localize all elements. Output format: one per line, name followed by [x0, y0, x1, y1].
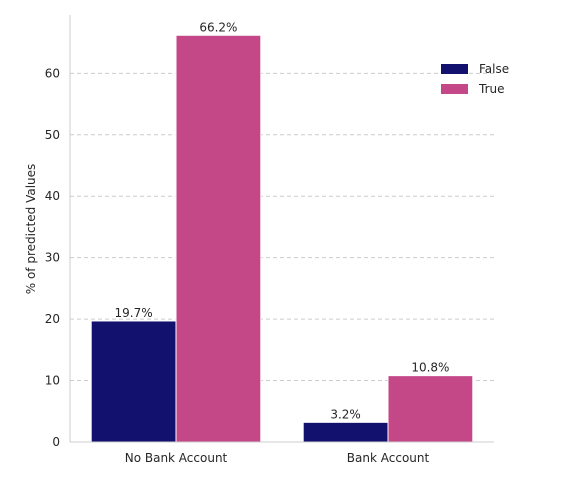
x-tick-labels: No Bank Account Bank Account — [125, 451, 430, 465]
data-label: 10.8% — [411, 361, 449, 375]
legend: False True — [441, 62, 509, 96]
bars — [90, 34, 474, 443]
data-label: 3.2% — [330, 407, 361, 421]
bar-false-1 — [302, 421, 389, 443]
data-label: 19.7% — [115, 306, 153, 320]
y-tick-label: 40 — [45, 189, 60, 203]
bar-false-0 — [90, 320, 177, 443]
y-tick-label: 50 — [45, 128, 60, 142]
y-axis-title: % of predicted Values — [24, 164, 38, 295]
y-tick-label: 60 — [45, 66, 60, 80]
data-labels: 19.7% 66.2% 3.2% 10.8% — [115, 20, 450, 421]
legend-swatch-true — [441, 84, 468, 94]
y-tick-label: 10 — [45, 374, 60, 388]
legend-label: True — [478, 82, 505, 96]
y-tick-labels: 0 10 20 30 40 50 60 — [45, 66, 60, 449]
legend-swatch-false — [441, 64, 468, 74]
y-tick-label: 20 — [45, 312, 60, 326]
y-tick-label: 0 — [52, 435, 60, 449]
legend-label: False — [479, 62, 509, 76]
x-tick-label: No Bank Account — [125, 451, 228, 465]
y-tick-label: 30 — [45, 251, 60, 265]
axes — [69, 15, 494, 443]
bar-true-1 — [387, 375, 474, 443]
x-tick-label: Bank Account — [347, 451, 430, 465]
data-label: 66.2% — [199, 20, 237, 34]
bar-true-0 — [175, 34, 262, 443]
